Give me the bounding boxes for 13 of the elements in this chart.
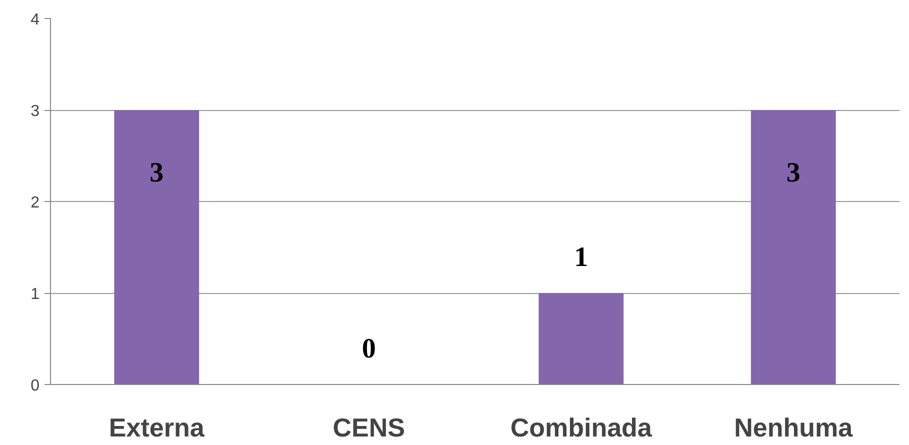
data-label: 3 — [786, 158, 800, 189]
x-tick-label: Externa — [108, 412, 205, 442]
x-tick-label: Nenhuma — [734, 412, 854, 442]
y-tick-label: 4 — [30, 12, 40, 28]
x-tick-label: CENS — [332, 412, 406, 442]
data-label: 1 — [574, 242, 588, 273]
y-tick-label: 3 — [30, 103, 40, 120]
y-tick-label: 1 — [30, 286, 40, 303]
data-label: 3 — [150, 158, 164, 189]
x-tick-label: Combinada — [510, 412, 652, 442]
y-tick-label: 2 — [30, 194, 40, 212]
data-label: 0 — [362, 333, 376, 364]
y-tick-label: 0 — [30, 378, 40, 394]
